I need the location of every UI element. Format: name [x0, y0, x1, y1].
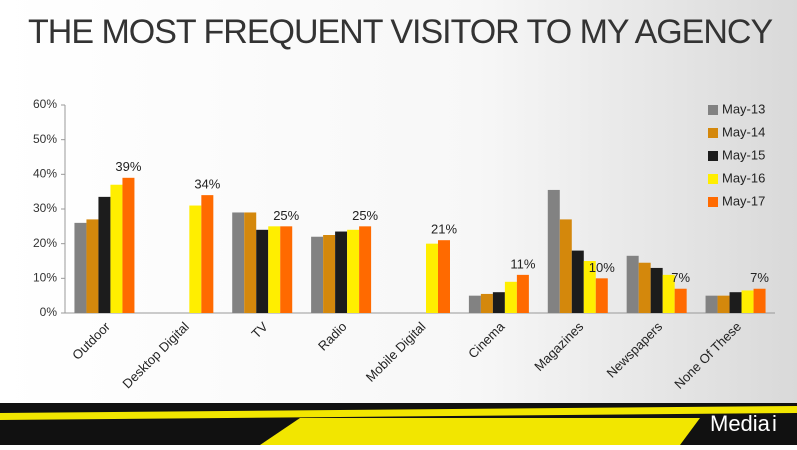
bar [753, 288, 766, 313]
value-label: 25% [273, 208, 299, 223]
chart-title: THE MOST FREQUENT VISITOR TO MY AGENCY [28, 13, 772, 51]
bar [650, 267, 663, 313]
value-label: 7% [750, 270, 769, 285]
bar [426, 243, 438, 313]
legend-label: May-17 [722, 193, 765, 208]
value-label: 25% [352, 208, 378, 223]
y-tick-label: 10% [33, 271, 57, 285]
bar [335, 231, 348, 313]
bar [268, 226, 281, 313]
value-label: 21% [431, 222, 457, 237]
value-label: 39% [115, 159, 141, 174]
value-label: 11% [510, 256, 535, 271]
bar [595, 278, 608, 313]
bar [189, 205, 202, 313]
bar [571, 250, 584, 313]
bar [705, 295, 718, 313]
legend-swatch [708, 151, 718, 161]
bar [74, 222, 87, 313]
bar [201, 195, 214, 313]
bar [662, 274, 675, 313]
bar [311, 236, 324, 313]
bar [256, 229, 269, 313]
bar [492, 292, 505, 313]
bar [583, 261, 596, 313]
legend-label: May-13 [722, 101, 765, 116]
bar [468, 295, 481, 313]
legend-label: May-15 [722, 147, 765, 162]
bar [638, 262, 651, 313]
bar [98, 196, 111, 313]
bar [729, 292, 742, 313]
bar [717, 295, 730, 313]
bar [480, 293, 493, 313]
footer-stripe [260, 418, 700, 445]
y-tick-label: 40% [33, 167, 57, 181]
legend-swatch [708, 197, 718, 207]
value-label: 7% [671, 270, 690, 285]
bar [674, 288, 687, 313]
bar [347, 229, 360, 313]
footer-stripe [0, 406, 797, 420]
bar [244, 212, 257, 313]
legend-label: May-14 [722, 124, 765, 139]
bar [232, 212, 245, 313]
y-tick-label: 20% [33, 236, 57, 250]
value-label: 34% [194, 177, 220, 192]
bar [626, 255, 639, 313]
y-tick-label: 60% [33, 97, 57, 111]
bar [280, 226, 293, 313]
bar [559, 219, 572, 313]
legend-swatch [708, 174, 718, 184]
value-label: 10% [589, 260, 615, 275]
bar [110, 184, 123, 313]
brand-name: Media [710, 411, 771, 436]
bar [547, 189, 560, 313]
bar [516, 274, 529, 313]
brand-mark: i [772, 411, 777, 436]
bar [122, 177, 135, 313]
bar [86, 219, 99, 313]
bar [359, 226, 372, 313]
y-tick-label: 0% [40, 305, 58, 319]
y-tick-label: 30% [33, 201, 57, 215]
y-tick-label: 50% [33, 132, 57, 146]
bar [438, 240, 450, 313]
legend-label: May-16 [722, 170, 765, 185]
legend-swatch [708, 105, 718, 115]
bar [741, 290, 754, 313]
bar [323, 235, 336, 313]
bar [504, 281, 517, 313]
legend-swatch [708, 128, 718, 138]
